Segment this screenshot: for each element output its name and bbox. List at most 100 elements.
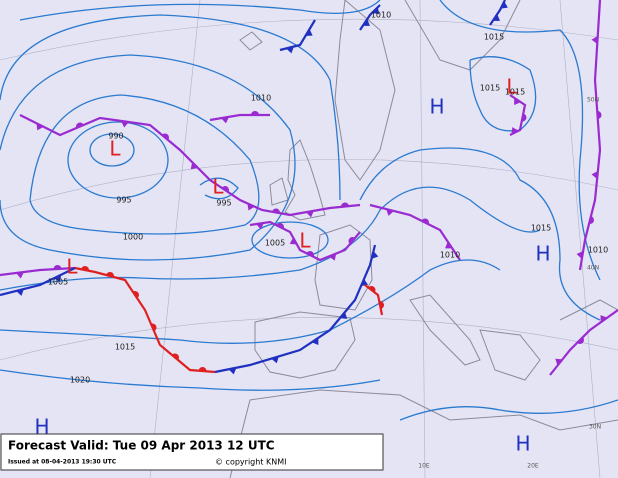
isobar-label: 1015	[480, 84, 500, 93]
front-symbol	[305, 29, 313, 36]
front-line	[19, 114, 361, 217]
isobar-label: 1010	[440, 251, 460, 260]
front-symbol	[161, 133, 169, 141]
front-line	[0, 267, 76, 297]
isobar-label: 1015	[115, 343, 135, 352]
front-symbol	[589, 216, 594, 224]
front-line	[0, 266, 76, 277]
front-symbol	[289, 237, 297, 245]
front-symbol	[132, 291, 139, 299]
front-symbol	[591, 36, 598, 44]
front-symbol	[81, 266, 89, 271]
front-symbol	[386, 209, 394, 216]
pressure-center: H	[515, 432, 530, 456]
front-line	[74, 266, 216, 374]
isobar-label: 1015	[531, 224, 551, 233]
grid-label: 50N	[587, 97, 599, 104]
front-symbol	[276, 223, 284, 229]
front-symbol	[511, 127, 519, 135]
isobar-label: 1000	[123, 233, 143, 242]
front-symbol	[306, 251, 314, 257]
front-symbol	[328, 253, 337, 261]
front-symbol	[311, 337, 319, 345]
front-line	[249, 220, 361, 262]
front-symbol	[53, 274, 62, 282]
isobar-label: 1010	[251, 94, 271, 103]
front-line	[209, 113, 270, 122]
front-symbol	[286, 46, 294, 54]
front-line	[489, 0, 506, 26]
isobar-label: 1010	[371, 11, 391, 20]
pressure-center: H	[535, 242, 550, 266]
grid-label: 10E	[418, 463, 430, 470]
front-symbol	[492, 14, 500, 21]
isobar-label: 1005	[265, 239, 285, 248]
front-symbol	[600, 315, 608, 323]
front-symbol	[360, 278, 369, 287]
isobar-label: 1015	[505, 88, 525, 97]
front-symbol	[306, 210, 314, 218]
front-symbol	[577, 337, 584, 344]
front-symbol	[555, 358, 563, 366]
front-symbol	[576, 251, 584, 259]
fronts	[0, 0, 618, 376]
isobar-label: 1005	[48, 278, 68, 287]
front-symbol	[198, 367, 207, 372]
isobar-label: 1010	[588, 246, 608, 255]
front-symbol	[106, 272, 114, 278]
pressure-center: L	[299, 229, 311, 253]
front-symbol	[16, 272, 24, 279]
front-symbol	[348, 237, 356, 245]
front-line	[279, 19, 316, 52]
front-symbol	[228, 367, 237, 375]
front-symbol	[171, 353, 179, 361]
front-symbol	[36, 123, 44, 131]
front-symbol	[256, 222, 264, 230]
front-symbol	[445, 241, 453, 249]
pressure-center: L	[212, 175, 224, 199]
front-symbol	[379, 301, 384, 309]
front-symbol	[341, 202, 349, 207]
front-line	[214, 244, 377, 374]
isobars	[0, 0, 618, 421]
front-symbol	[421, 218, 429, 225]
front-symbol	[500, 1, 508, 9]
front-symbol	[76, 122, 84, 129]
front-symbol	[368, 286, 376, 293]
pressure-center: L	[506, 75, 518, 99]
grid-label: 40N	[587, 265, 599, 272]
pressure-center: H	[34, 415, 49, 439]
front-symbol	[521, 113, 527, 122]
front-symbol	[339, 311, 348, 319]
front-symbol	[362, 19, 370, 26]
front-symbol	[221, 116, 229, 124]
footer-box	[0, 433, 384, 471]
front-symbol	[251, 111, 259, 115]
isobar-label: 1020	[70, 376, 90, 385]
front-symbol	[121, 120, 129, 128]
front-symbol	[53, 265, 62, 270]
issued-text: Issued at 08-04-2013 19:30 UTC	[8, 459, 117, 466]
front-symbol	[16, 289, 24, 296]
front-symbol	[591, 171, 598, 179]
grid-label: 30N	[589, 424, 601, 431]
front-symbol	[190, 162, 198, 170]
forecast-title: Forecast Valid: Tue 09 Apr 2013 12 UTC	[8, 439, 275, 453]
copyright: © copyright KNMI	[215, 458, 286, 467]
grid-label: 20E	[527, 463, 539, 470]
isobar-label: 1015	[484, 33, 504, 42]
isobar-label: 995	[116, 196, 131, 205]
front-symbol	[150, 323, 157, 332]
pressure-center: H	[429, 95, 444, 119]
pressure-center: L	[109, 137, 121, 161]
front-symbol	[272, 208, 280, 214]
front-symbol	[372, 7, 380, 15]
front-symbol	[597, 111, 602, 119]
front-symbol	[371, 251, 379, 259]
pressure-center: L	[66, 255, 78, 279]
isobar-label: 995	[216, 199, 231, 208]
front-symbol	[271, 356, 279, 364]
front-symbol	[514, 97, 521, 105]
